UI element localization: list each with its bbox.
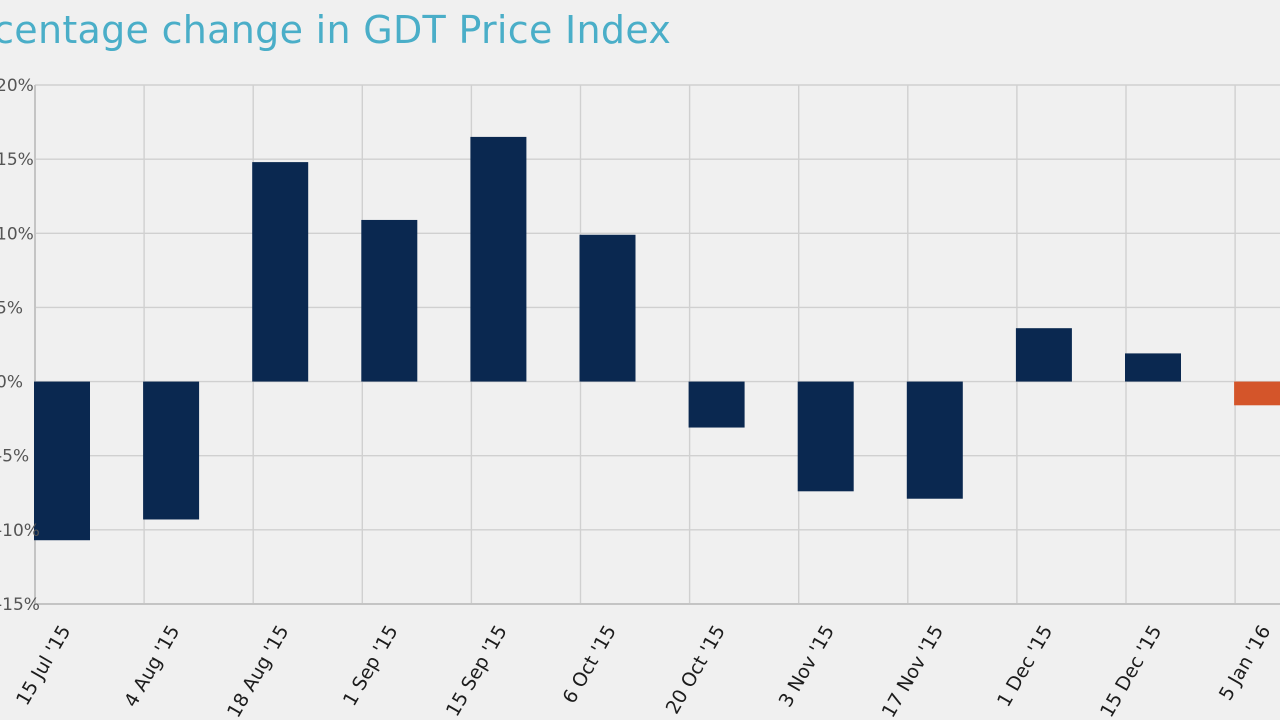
bar (1125, 353, 1181, 382)
bar (1234, 381, 1280, 406)
x-tick-label: 1 Sep '15 (339, 622, 403, 710)
bar (579, 234, 636, 382)
grid (34, 84, 1280, 605)
x-axis-tick-labels: 15 Jul '15 4 Aug '15 18 Aug '15 1 Sep '15 15… (12, 622, 1275, 720)
x-tick-label: 1 Dec '15 (993, 622, 1057, 711)
bar (797, 381, 854, 492)
x-tick-label: 20 Oct '15 (662, 622, 730, 718)
bar (688, 381, 745, 428)
y-tick-label: -5% (0, 447, 29, 467)
x-tick-label: 15 Jul '15 (12, 622, 75, 710)
y-axis-tick-labels: 20% 15% 10% 5% 0% -5% -10% -15% (0, 76, 40, 615)
x-tick-label: 17 Nov '15 (878, 622, 948, 720)
bar (143, 381, 200, 520)
bars (34, 136, 1280, 541)
x-tick-label: 15 Sep '15 (442, 622, 512, 720)
bar (252, 162, 309, 382)
bar (1015, 328, 1072, 382)
y-tick-label: 15% (0, 150, 34, 170)
bar (906, 381, 963, 499)
y-tick-label: 20% (0, 76, 34, 96)
y-tick-label: 0% (0, 373, 23, 393)
chart-title: rcentage change in GDT Price Index (0, 8, 672, 52)
y-tick-label: 5% (0, 298, 23, 318)
bar (470, 136, 527, 382)
x-tick-label: 5 Jan '16 (1215, 622, 1275, 705)
y-tick-label: -10% (0, 521, 40, 541)
x-tick-label: 3 Nov '15 (775, 622, 839, 712)
bar (361, 219, 418, 382)
x-tick-label: 4 Aug '15 (120, 622, 184, 712)
x-tick-label: 6 Oct '15 (559, 622, 621, 708)
y-tick-label: 10% (0, 224, 34, 244)
x-tick-label: 18 Aug '15 (223, 622, 293, 720)
x-tick-label: 15 Dec '15 (1096, 622, 1166, 720)
bar (34, 381, 90, 541)
y-tick-label: -15% (0, 595, 40, 615)
